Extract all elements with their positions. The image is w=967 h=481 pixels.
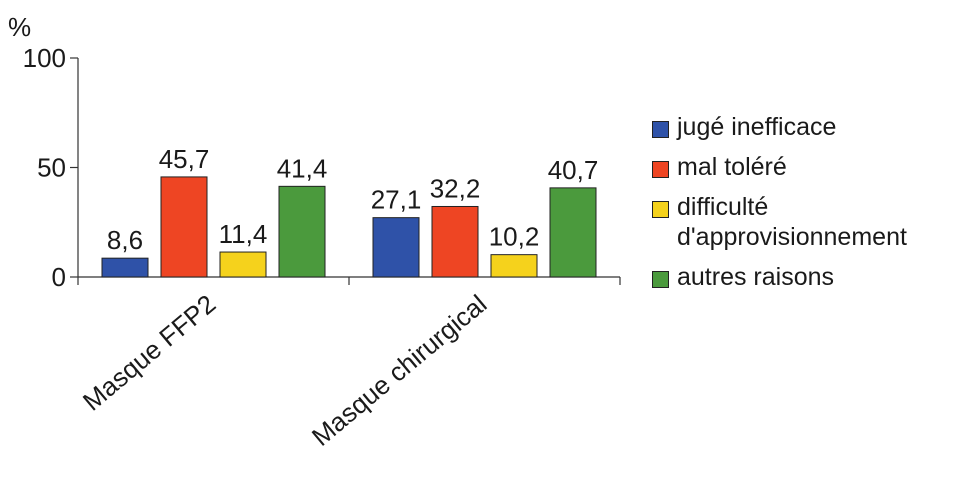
legend-item-autres-raisons: autres raisons: [652, 262, 907, 292]
bar: [372, 217, 420, 278]
legend-swatch-autres-raisons: [652, 271, 669, 288]
bar: [101, 257, 149, 278]
data-label: 11,4: [219, 219, 268, 249]
y-tick-label: 100: [23, 43, 66, 73]
legend-swatch-difficulte: [652, 201, 669, 218]
bar: [431, 205, 479, 278]
legend-label-autres-raisons: autres raisons: [677, 263, 835, 291]
y-axis-label: %: [8, 12, 32, 42]
x-category-label: Masque chirurgical: [306, 289, 492, 452]
data-label: 27,1: [371, 185, 422, 215]
legend-item-mal-tolere: mal toléré: [652, 152, 907, 182]
y-tick-label: 0: [52, 262, 66, 292]
data-label: 8,6: [107, 225, 143, 255]
legend-label-juge-inefficace: jugé inefficace: [677, 113, 837, 141]
data-label: 32,2: [430, 173, 481, 203]
legend-label-mal-tolere: mal toléré: [677, 153, 787, 181]
data-label: 41,4: [277, 153, 328, 183]
legend-item-difficulte: difficulté d'approvisionnement: [652, 192, 907, 252]
data-label: 45,7: [159, 144, 210, 174]
bar: [278, 185, 326, 278]
legend-swatch-juge-inefficace: [652, 121, 669, 138]
legend: jugé inefficace mal toléré difficulté d'…: [652, 112, 907, 302]
bar: [490, 254, 538, 278]
legend-label-difficulte: difficulté d'approvisionnement: [677, 193, 907, 251]
bar: [549, 187, 597, 278]
legend-item-juge-inefficace: jugé inefficace: [652, 112, 907, 142]
legend-swatch-mal-tolere: [652, 161, 669, 178]
y-tick-label: 50: [37, 153, 66, 183]
data-label: 40,7: [548, 155, 599, 185]
data-label: 10,2: [489, 222, 540, 252]
x-category-label: Masque FFP2: [77, 289, 221, 417]
bar: [160, 176, 208, 278]
bar: [219, 251, 267, 278]
